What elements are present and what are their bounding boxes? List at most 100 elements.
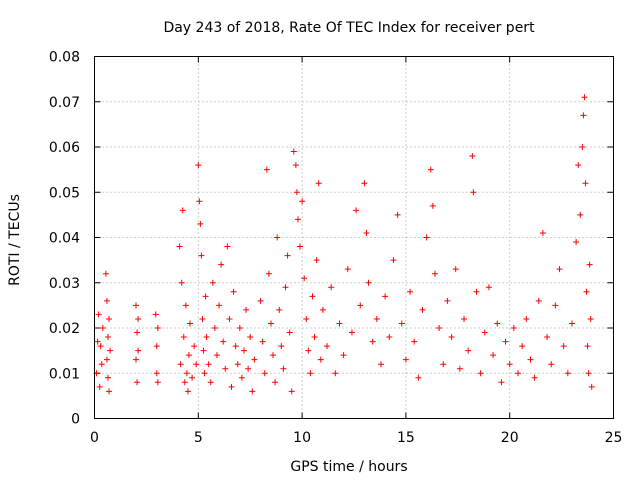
data-point [309, 293, 316, 300]
data-point [182, 302, 189, 309]
data-point [340, 352, 347, 359]
data-point [448, 334, 455, 341]
data-point [582, 180, 589, 187]
data-point [228, 383, 235, 390]
data-point [299, 198, 306, 205]
data-point [390, 257, 397, 264]
data-point [286, 329, 293, 336]
data-point [357, 302, 364, 309]
data-point [481, 329, 488, 336]
data-point [292, 162, 299, 169]
y-tick-label: 0 [71, 412, 80, 428]
data-point [107, 347, 114, 354]
chart-title: Day 243 of 2018, Rate Of TEC Index for r… [163, 20, 535, 36]
data-point [584, 343, 591, 350]
data-point [523, 315, 530, 322]
data-point [257, 297, 264, 304]
data-point [348, 329, 355, 336]
data-point [552, 302, 559, 309]
data-point [586, 261, 593, 268]
data-point [307, 370, 314, 377]
data-point [183, 370, 190, 377]
data-point [94, 338, 101, 345]
data-point [202, 293, 209, 300]
data-point [440, 361, 447, 368]
data-point [216, 302, 223, 309]
data-point [294, 216, 301, 223]
data-point [470, 189, 477, 196]
x-tick-label: 25 [605, 430, 623, 446]
data-point [361, 180, 368, 187]
x-tick-label: 20 [501, 430, 519, 446]
data-point [456, 365, 463, 372]
data-point [303, 315, 310, 322]
data-point [102, 270, 109, 277]
data-point [274, 234, 281, 241]
data-point [270, 352, 277, 359]
data-point [353, 207, 360, 214]
data-point [98, 361, 105, 368]
data-point [515, 370, 522, 377]
data-point [200, 347, 207, 354]
data-point [104, 334, 111, 341]
grid [94, 56, 614, 419]
data-point [305, 347, 312, 354]
x-tick-label: 5 [194, 430, 203, 446]
data-point [205, 361, 212, 368]
data-point [220, 338, 227, 345]
data-point [423, 234, 430, 241]
data-point [282, 284, 289, 291]
data-point [288, 388, 295, 395]
data-point [177, 361, 184, 368]
data-point [245, 365, 252, 372]
data-point [436, 325, 443, 331]
data-point [373, 315, 380, 322]
data-point [548, 361, 555, 368]
data-point [431, 270, 438, 277]
data-point [332, 370, 339, 377]
data-point [97, 343, 104, 350]
data-point [527, 356, 534, 363]
data-point [134, 329, 141, 336]
data-point [452, 266, 459, 273]
data-point [251, 356, 258, 363]
data-point [581, 94, 588, 101]
data-point [290, 148, 297, 155]
data-point [344, 266, 351, 273]
data-point [498, 379, 505, 386]
data-point [209, 279, 216, 286]
data-point [365, 279, 372, 286]
data-point [469, 153, 476, 160]
data-point [506, 361, 513, 368]
data-point [490, 352, 497, 359]
y-tick-label: 0.03 [49, 276, 80, 292]
data-point [133, 356, 140, 363]
y-tick-label: 0.01 [49, 366, 80, 382]
data-point [394, 211, 401, 218]
data-point [96, 383, 103, 390]
data-point [267, 320, 274, 327]
data-point [226, 315, 233, 322]
y-tick-label: 0.04 [49, 231, 80, 247]
data-point [477, 370, 484, 377]
data-point [234, 361, 241, 368]
data-point [535, 297, 542, 304]
data-point [249, 388, 256, 395]
data-point [193, 361, 200, 368]
data-point [575, 162, 582, 169]
data-point [293, 189, 300, 196]
data-point [297, 243, 304, 250]
y-tick-label: 0.05 [49, 185, 80, 201]
y-tick-label: 0.06 [49, 140, 80, 156]
data-point [588, 383, 595, 390]
data-point [106, 388, 113, 395]
data-point [197, 220, 204, 227]
data-point [189, 374, 196, 381]
data-point [539, 229, 546, 236]
data-point [579, 144, 586, 150]
x-axis-title: GPS time / hours [290, 459, 407, 475]
data-point [240, 347, 247, 354]
data-point [106, 315, 113, 322]
data-point [176, 243, 183, 250]
